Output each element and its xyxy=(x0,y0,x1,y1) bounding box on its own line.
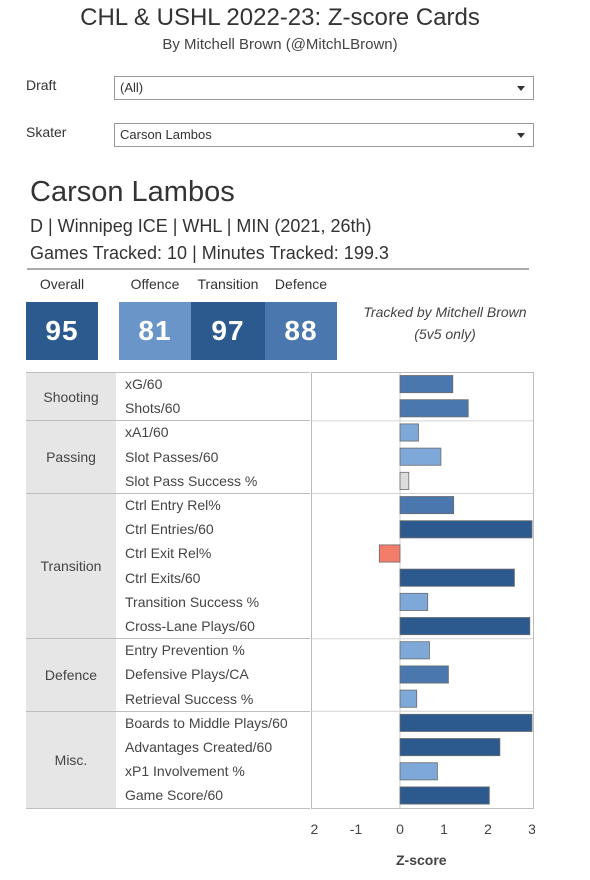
metric-label: Slot Pass Success % xyxy=(125,472,258,489)
overall-label: Overall xyxy=(39,276,85,292)
page-title: CHL & USHL 2022-23: Z-score Cards xyxy=(80,4,480,31)
bar xyxy=(399,592,429,611)
player-name: Carson Lambos xyxy=(30,176,235,208)
bar xyxy=(399,641,430,660)
offence-score-tile: 81 xyxy=(119,302,191,360)
divider xyxy=(27,268,529,270)
x-tick-label: -1 xyxy=(350,821,363,837)
metric-label: Defensive Plays/CA xyxy=(125,666,249,683)
metric-label: xG/60 xyxy=(125,376,163,392)
group-separator xyxy=(116,420,310,422)
transition-score-tile: 97 xyxy=(191,302,265,360)
chart-frame xyxy=(311,372,534,809)
transition-label: Transition xyxy=(197,276,259,292)
table-bottom-border xyxy=(26,807,310,809)
defence-score-tile: 88 xyxy=(265,302,337,360)
bar xyxy=(399,447,442,466)
tracked-note-line2: (5v5 only) xyxy=(414,326,476,342)
metric-label: Ctrl Exits/60 xyxy=(125,569,201,586)
bar xyxy=(399,399,469,418)
offence-label: Offence xyxy=(130,276,180,292)
x-tick-label: 0 xyxy=(396,821,404,837)
category-cell: Misc. xyxy=(26,710,116,808)
metric-label: Ctrl Exit Rel% xyxy=(125,545,212,562)
bar xyxy=(399,762,438,781)
group-separator xyxy=(116,372,310,373)
bar xyxy=(399,786,490,805)
metric-label: xP1 Involvement % xyxy=(125,763,245,780)
tracked-note-line1: Tracked by Mitchell Brown xyxy=(363,304,527,320)
draft-dropdown[interactable]: (All) xyxy=(114,76,534,100)
bar xyxy=(399,665,449,684)
x-tick-label: 1 xyxy=(440,821,448,837)
overall-score-tile: 95 xyxy=(26,302,98,360)
chevron-down-icon xyxy=(517,133,525,138)
category-cell: Shooting xyxy=(26,372,116,421)
bar xyxy=(399,738,501,757)
bar xyxy=(399,471,410,490)
category-cell: Defence xyxy=(26,638,116,711)
player-info: D | Winnipeg ICE | WHL | MIN (2021, 26th… xyxy=(30,216,372,236)
x-tick-label: 3 xyxy=(528,821,535,837)
metric-label: Advantages Created/60 xyxy=(125,739,273,755)
metric-label: Cross-Lane Plays/60 xyxy=(125,618,255,634)
skater-dropdown[interactable]: Carson Lambos xyxy=(114,123,534,147)
skater-filter-label: Skater xyxy=(26,124,67,140)
bar xyxy=(378,544,401,563)
metric-label: Game Score/60 xyxy=(125,787,224,804)
bar xyxy=(399,496,455,515)
tracked-note: Tracked by Mitchell Brown (5v5 only) xyxy=(345,301,545,345)
metric-label: xA1/60 xyxy=(125,424,169,441)
group-separator xyxy=(116,493,310,494)
bar xyxy=(399,375,454,394)
metric-label: Ctrl Entries/60 xyxy=(125,521,214,538)
x-tick-label: -2 xyxy=(311,821,318,837)
metric-label: Boards to Middle Plays/60 xyxy=(125,714,288,731)
bar xyxy=(399,617,531,636)
draft-dropdown-value: (All) xyxy=(120,80,144,95)
metric-label: Retrieval Success % xyxy=(125,690,254,707)
group-separator xyxy=(116,710,310,712)
draft-filter-label: Draft xyxy=(26,77,57,93)
category-cell: Transition xyxy=(26,493,116,639)
group-separator xyxy=(116,638,310,640)
player-tracked-info: Games Tracked: 10 | Minutes Tracked: 199… xyxy=(30,243,389,263)
skater-dropdown-value: Carson Lambos xyxy=(120,127,212,142)
defence-label: Defence xyxy=(274,276,328,292)
x-axis-title: Z-score xyxy=(396,852,447,868)
bar xyxy=(399,689,418,708)
category-cell: Passing xyxy=(26,420,116,493)
bar xyxy=(399,423,419,442)
metric-label: Transition Success % xyxy=(125,593,260,610)
x-tick-label: 2 xyxy=(484,821,492,837)
bar xyxy=(399,520,533,539)
bar xyxy=(399,568,515,587)
zscore-bar-chart: -2 -1 0 1 2 3 xyxy=(311,372,535,837)
stat-table: Shooting xG/60 Shots/60 Passing xA1/60 Slot P… xyxy=(26,372,534,809)
chevron-down-icon xyxy=(517,86,525,91)
metric-label: Slot Passes/60 xyxy=(125,448,219,465)
metric-label: Entry Prevention % xyxy=(125,642,245,659)
page-subtitle: By Mitchell Brown (@MitchLBrown) xyxy=(162,36,398,53)
metric-label: Ctrl Entry Rel% xyxy=(125,497,221,513)
bar xyxy=(399,713,533,732)
metric-label: Shots/60 xyxy=(125,400,181,417)
